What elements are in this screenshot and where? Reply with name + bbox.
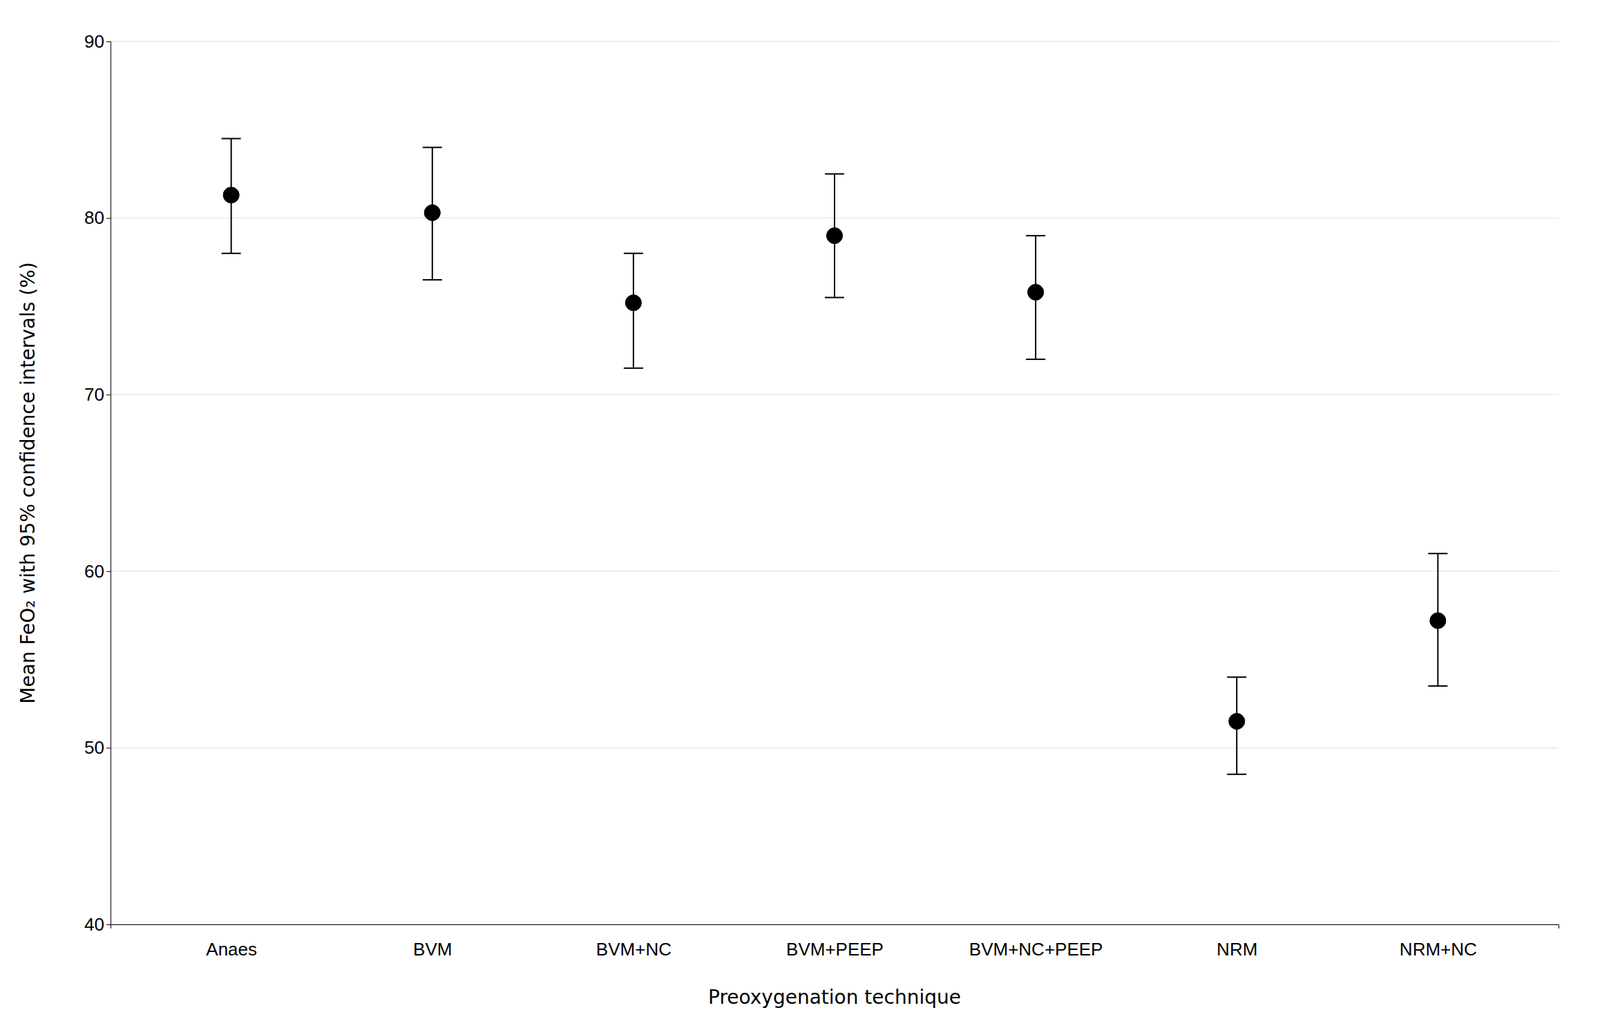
grid-line bbox=[110, 394, 1559, 396]
marks bbox=[221, 138, 1449, 775]
grid-line bbox=[110, 41, 1559, 43]
x-tick: BVM+NC bbox=[596, 938, 672, 960]
y-tick-mark bbox=[106, 571, 111, 573]
error-cap-lower bbox=[422, 279, 443, 281]
x-tick: Anaes bbox=[205, 938, 257, 960]
point bbox=[1430, 612, 1446, 629]
x-tick: NRM bbox=[1216, 938, 1258, 960]
y-tick-mark bbox=[106, 41, 111, 43]
error-group bbox=[824, 174, 845, 298]
y-axis: 40 50 60 70 80 90 bbox=[84, 31, 111, 935]
y-tick-mark bbox=[106, 218, 111, 219]
error-group bbox=[623, 253, 644, 369]
error-cap-lower bbox=[1025, 358, 1046, 360]
x-tick: BVM+PEEP bbox=[786, 938, 884, 960]
y-tick-mark bbox=[106, 394, 111, 396]
error-cap-lower bbox=[221, 252, 242, 255]
error-cap-lower bbox=[1226, 773, 1247, 776]
chart: 40 50 60 70 80 90 Anaes BVM BVM+NC BVM+PEEP BVM+NC… bbox=[0, 0, 1600, 1028]
plot: 40 50 60 70 80 90 Anaes BVM BVM+NC BVM+PEEP BVM+NC… bbox=[84, 31, 1559, 961]
x-tick-label: NRM bbox=[1216, 938, 1258, 960]
y-tick: 60 bbox=[84, 560, 111, 582]
y-tick: 70 bbox=[84, 384, 111, 405]
point bbox=[1027, 283, 1044, 300]
error-cap-lower bbox=[824, 297, 845, 299]
error-cap-upper bbox=[824, 173, 845, 175]
error-cap-upper bbox=[1025, 234, 1046, 237]
error-group bbox=[1427, 553, 1448, 687]
error-cap-upper bbox=[422, 146, 443, 148]
grid-line bbox=[110, 747, 1559, 749]
x-tick-label: Anaes bbox=[205, 938, 257, 960]
y-tick-label: 90 bbox=[84, 31, 105, 52]
x-axis-title: Preoxygenation technique bbox=[708, 985, 961, 1009]
x-tick: BVM bbox=[413, 938, 452, 960]
error-cap-upper bbox=[221, 138, 242, 140]
y-tick-label: 70 bbox=[84, 384, 105, 405]
x-tick-label: NRM+NC bbox=[1399, 938, 1478, 960]
error-group bbox=[422, 147, 443, 280]
y-tick-label: 60 bbox=[84, 560, 105, 582]
y-axis-line bbox=[106, 42, 112, 926]
error-cap-lower bbox=[1427, 685, 1448, 687]
y-tick-mark bbox=[106, 747, 111, 749]
y-tick: 90 bbox=[84, 31, 111, 52]
error-cap-upper bbox=[1226, 676, 1247, 678]
x-axis-line bbox=[111, 925, 1560, 930]
x-tick: NRM+NC bbox=[1399, 938, 1478, 960]
point bbox=[826, 227, 843, 244]
y-tick-label: 40 bbox=[84, 913, 105, 935]
y-tick-mark bbox=[106, 924, 111, 926]
y-tick-label: 80 bbox=[84, 207, 105, 228]
error-cap-lower bbox=[623, 367, 644, 369]
grid-line bbox=[110, 570, 1559, 572]
point bbox=[424, 204, 441, 221]
error-cap-upper bbox=[623, 252, 644, 255]
y-tick: 80 bbox=[84, 207, 111, 228]
x-tick: BVM+NC+PEEP bbox=[969, 938, 1104, 960]
error-group bbox=[221, 138, 242, 254]
y-axis-title: Mean FeO₂ with 95% confidence intervals … bbox=[16, 261, 40, 704]
x-tick-label: BVM+NC+PEEP bbox=[969, 938, 1104, 960]
point bbox=[1229, 712, 1245, 729]
point bbox=[625, 294, 642, 311]
error-group bbox=[1226, 677, 1247, 775]
error-cap-upper bbox=[1427, 552, 1448, 555]
grid bbox=[110, 41, 1559, 925]
x-axis: Anaes BVM BVM+NC BVM+PEEP BVM+NC+PEEP NRM NRM+… bbox=[111, 925, 1560, 961]
y-tick-label: 50 bbox=[84, 737, 105, 758]
x-tick-label: BVM bbox=[413, 938, 452, 960]
point bbox=[223, 187, 240, 204]
x-tick-label: BVM+PEEP bbox=[786, 938, 884, 960]
y-tick: 50 bbox=[84, 737, 111, 758]
x-tick-label: BVM+NC bbox=[596, 938, 672, 960]
error-group bbox=[1025, 235, 1046, 360]
y-tick: 40 bbox=[84, 913, 111, 935]
